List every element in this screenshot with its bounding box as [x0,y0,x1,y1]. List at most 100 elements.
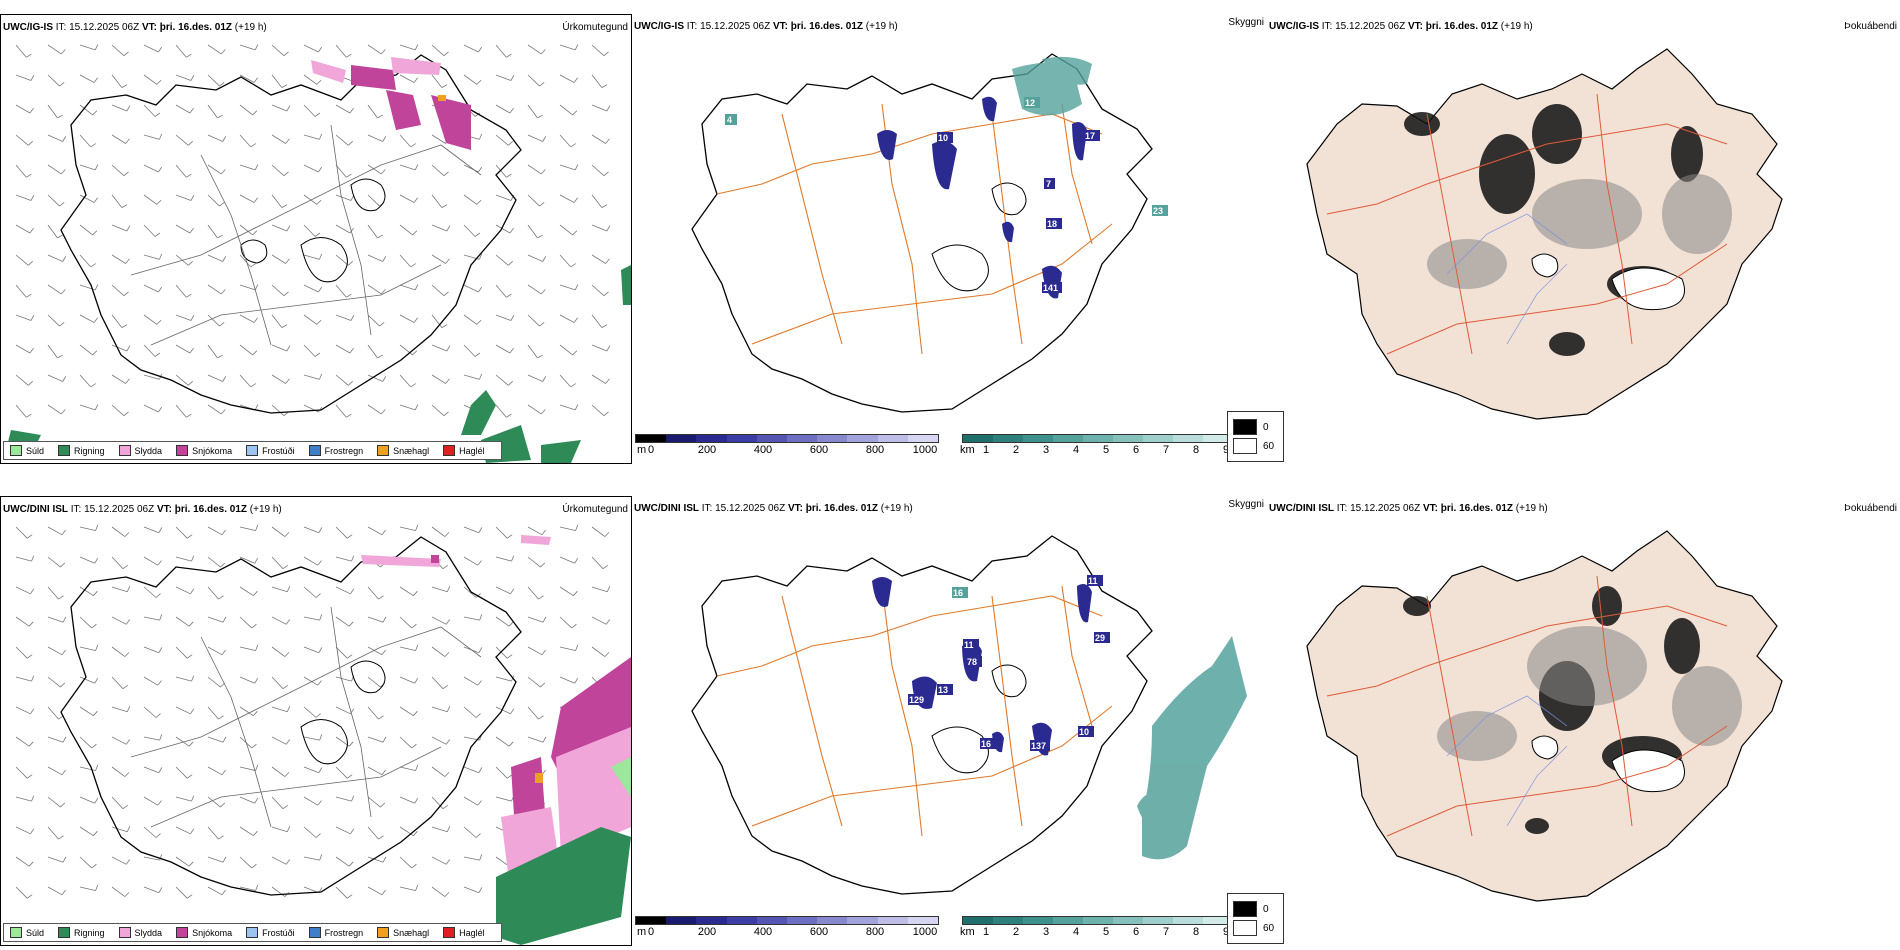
wind-barb-flag [539,82,545,87]
wind-barb-flag [413,830,418,836]
wind-barb-flag [347,894,353,899]
wind-barb-flag [155,713,161,718]
wind-barb [47,646,63,656]
cloud-label: 12 [1025,98,1035,108]
precip-type-legend: Súld Rigning Slydda Snjókoma Frostúði Fr… [3,441,502,460]
wind-barb-flag [254,404,259,411]
wind-barb [303,796,318,806]
ceiling-colorbar: m 0 200 400 600 800 1000 [635,916,939,940]
wind-barb-flag [574,677,579,684]
tick-label: 4 [1072,926,1080,938]
wind-barb-flag [350,315,355,321]
wind-barb [431,886,446,897]
tick-label: 8 [1192,444,1200,456]
wind-barb [527,646,543,656]
wind-barb [175,526,188,539]
wind-barb-flag [188,261,193,266]
wind-barb-flag [603,291,609,297]
wind-barb [527,676,541,688]
wind-barb-flag [314,352,321,357]
wind-barb-flag [575,524,579,531]
legend-item: Slydda [118,445,162,456]
wind-barb [143,194,158,205]
wind-barb [431,404,445,416]
model-name: UWC/DINI ISL [3,504,68,515]
wind-barb [15,676,32,682]
wind-barb [303,164,319,173]
wind-barb-flag [574,164,579,171]
wind-barb-flag [285,859,291,865]
wind-barb-flag [285,619,291,625]
wind-barb-flag [254,797,259,804]
wind-barb-flag [347,774,353,779]
wind-barb [591,404,605,416]
wind-barb-flag [382,136,387,142]
wind-barb [207,796,221,808]
wind-barb [111,586,128,593]
wind-barb-flag [217,354,223,359]
wind-barb [15,44,27,58]
legend-label: 60 [1263,922,1275,934]
wind-barb-flag [510,588,515,595]
wind-barb [303,586,317,598]
wind-barb [207,526,223,536]
wind-barb-flag [254,557,259,564]
precip-map [15,524,631,945]
wind-barb [271,404,285,416]
wind-barb [495,374,509,386]
wind-barb-flag [94,557,99,564]
wind-barb [271,314,283,328]
wind-barb-flag [154,232,161,237]
wind-barb [559,404,576,411]
wind-barb-flag [478,767,483,773]
wind-barb [239,314,255,323]
wind-barb [367,856,384,863]
legend-item: Frostúði [246,927,295,938]
wind-barb-flag [285,258,290,264]
wind-barb-flag [476,319,482,325]
wind-barb-flag [158,406,163,413]
legend-swatch [10,927,22,938]
wind-barb-flag [415,764,419,771]
wind-barb-flag [537,354,543,359]
wind-barb-flag [411,623,417,629]
wind-barb-flag [94,677,99,684]
wind-barb [303,616,320,621]
wind-barb-flag [125,258,130,264]
vt-value: þri. 16.des. 01Z [174,504,248,515]
label-box [1152,205,1168,216]
wind-barb [47,586,59,600]
wind-barb [335,826,351,835]
wind-barb-flag [346,293,352,298]
model-name: UWC/IG-IS [634,21,684,32]
wind-barb [143,616,160,621]
legend-item: Snjókoma [176,445,232,456]
wind-barb-flag [155,833,161,838]
wind-barb-flag [410,383,416,388]
wind-barb [175,796,192,802]
wind-barb [79,796,95,804]
wind-barb [111,556,124,569]
wind-barb-flag [538,595,544,600]
wind-barb [335,374,349,386]
wind-barb [303,284,319,293]
cloud-label: 137 [1031,741,1046,751]
wind-barb-flag [445,378,450,384]
wind-barb-flag [382,616,387,623]
wind-barb [527,284,542,295]
wind-barb [175,164,187,178]
wind-barb-flag [604,532,610,537]
wind-barb-flag [442,684,449,690]
wind-barb-flag [474,352,481,357]
wind-barb [239,676,255,684]
wind-barb [559,164,576,171]
wind-barb [79,254,91,268]
wind-barb-flag [477,560,482,566]
wind-barb-flag [250,143,256,148]
wind-barb [463,194,478,205]
legend-item: Rigning [58,927,105,938]
wind-barb [527,586,539,600]
cloud-label: 7 [1046,179,1051,189]
wind-barb [399,586,414,597]
wind-barb [495,736,510,747]
